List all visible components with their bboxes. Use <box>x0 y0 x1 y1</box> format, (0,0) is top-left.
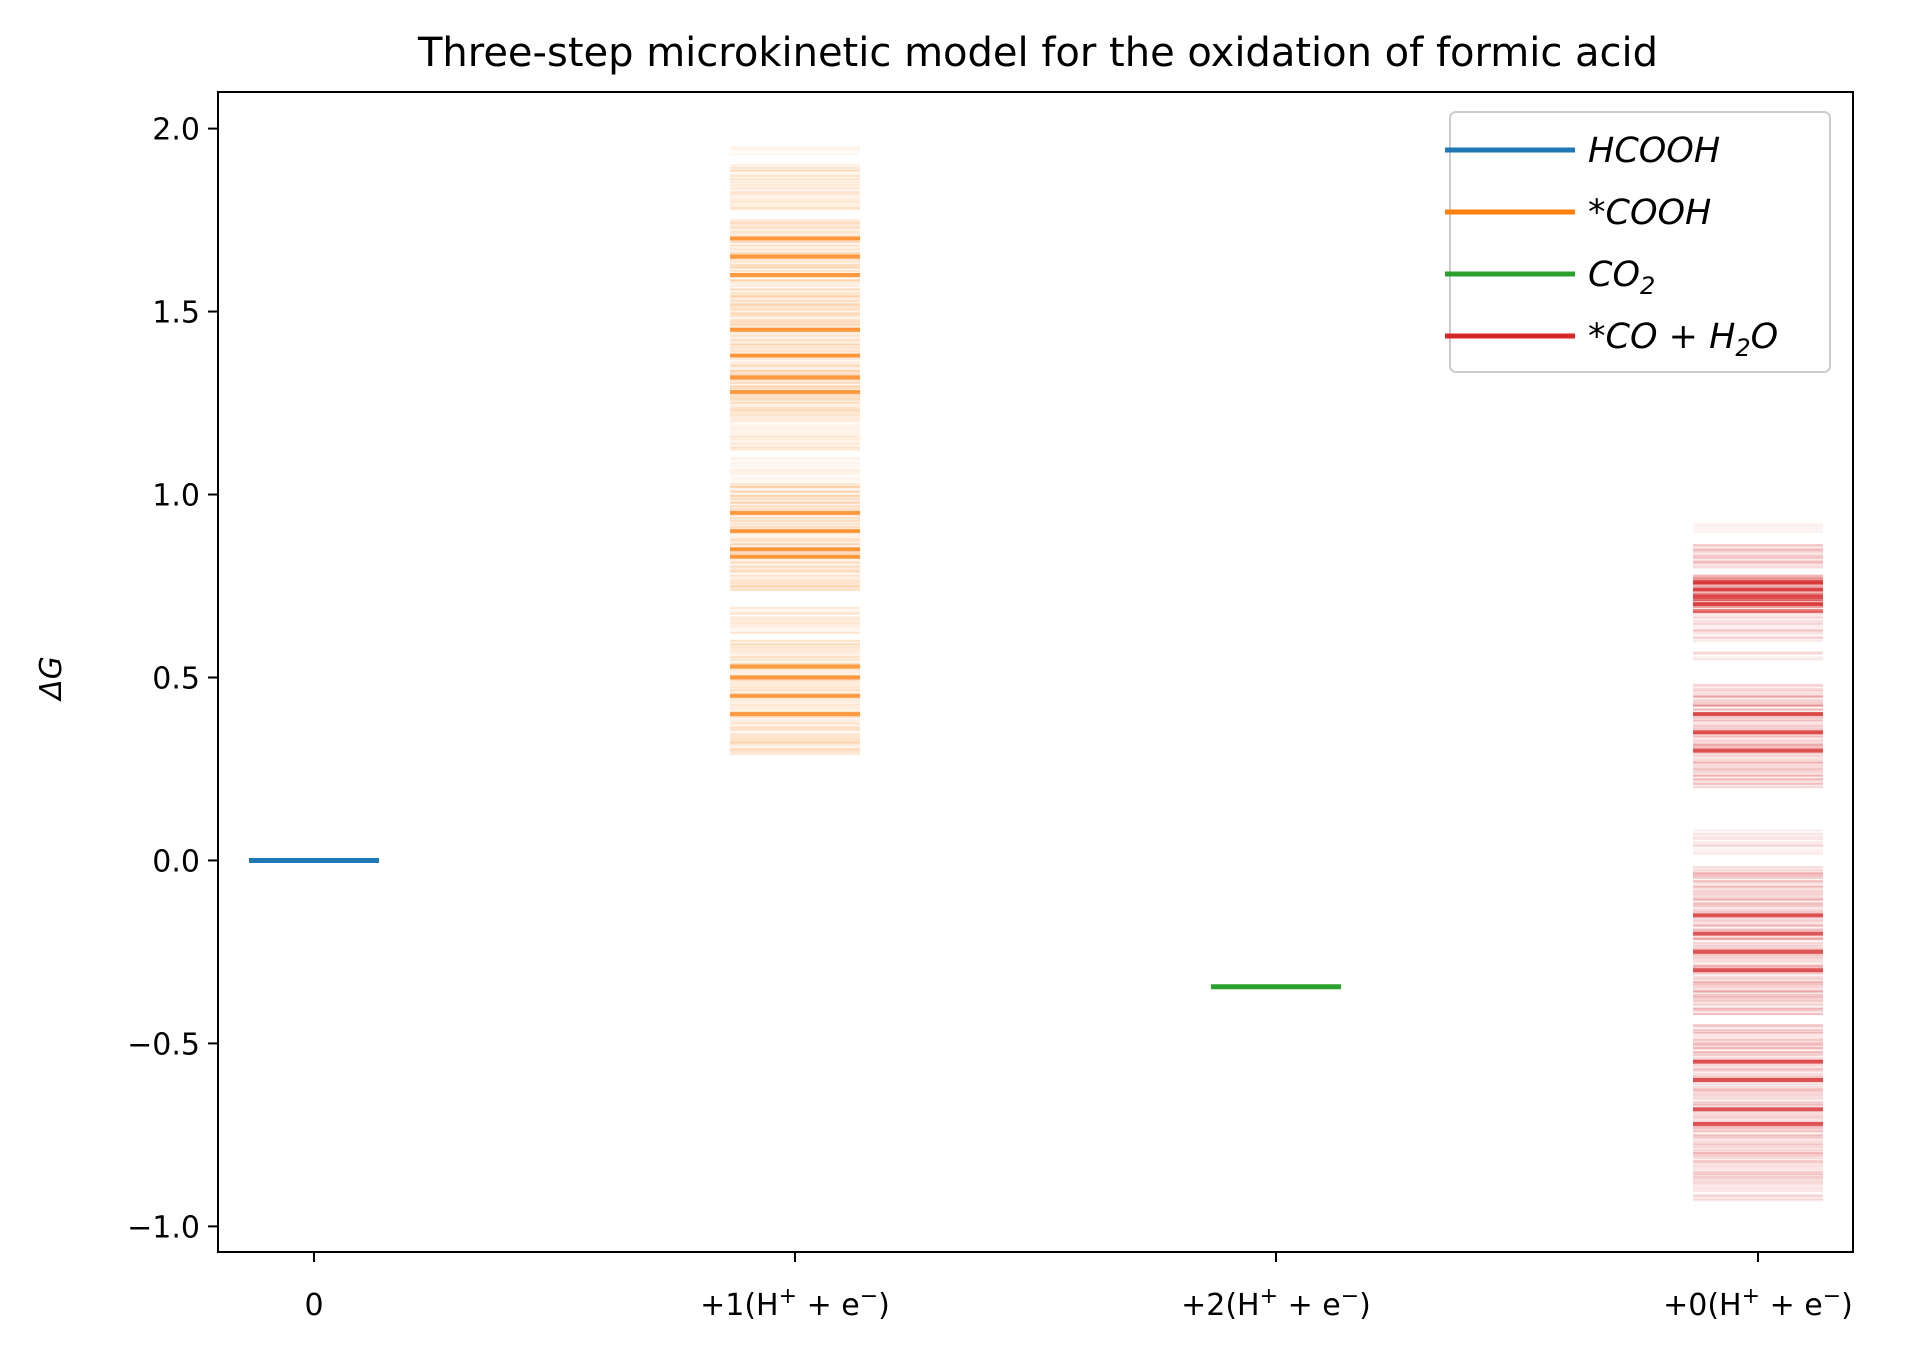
chart-title: Three-step microkinetic model for the ox… <box>417 30 1658 76</box>
y-axis-label: ΔG <box>34 656 69 702</box>
y-tick-label: −1.0 <box>127 1210 200 1245</box>
y-axis: 2.0 1.5 1.0 0.5 0.0 −0.5 −1.0 <box>127 113 218 1245</box>
series-ensemble--cooh <box>730 145 860 756</box>
y-tick-label: −0.5 <box>127 1027 200 1062</box>
x-axis: 0 +1(H+ + e−) +2(H+ + e−) +0(H+ + e−) <box>304 1252 1853 1323</box>
legend-label: *CO + H2O <box>1588 317 1778 362</box>
y-tick-label: 1.5 <box>152 296 200 331</box>
y-tick-label: 0.0 <box>152 844 200 879</box>
x-tick-label: +0(H+ + e−) <box>1663 1284 1853 1323</box>
series-ensemble--co-h2o <box>1693 522 1823 1202</box>
series-layer <box>249 145 1823 1202</box>
y-tick-label: 0.5 <box>152 661 200 696</box>
legend-label: HCOOH <box>1588 131 1720 171</box>
legend-box <box>1449 111 1831 373</box>
legend-label: CO2 <box>1588 255 1655 300</box>
x-tick-label: 0 <box>304 1288 323 1323</box>
x-tick-label: +2(H+ + e−) <box>1181 1284 1371 1323</box>
legend: HCOOH *COOH CO2 *CO + H2O <box>1445 111 1831 373</box>
x-tick-label: +1(H+ + e−) <box>700 1284 890 1323</box>
y-tick-label: 1.0 <box>152 479 200 514</box>
legend-label: *COOH <box>1588 193 1711 233</box>
plot-frame <box>217 91 1854 1253</box>
y-tick-label: 2.0 <box>152 113 200 148</box>
